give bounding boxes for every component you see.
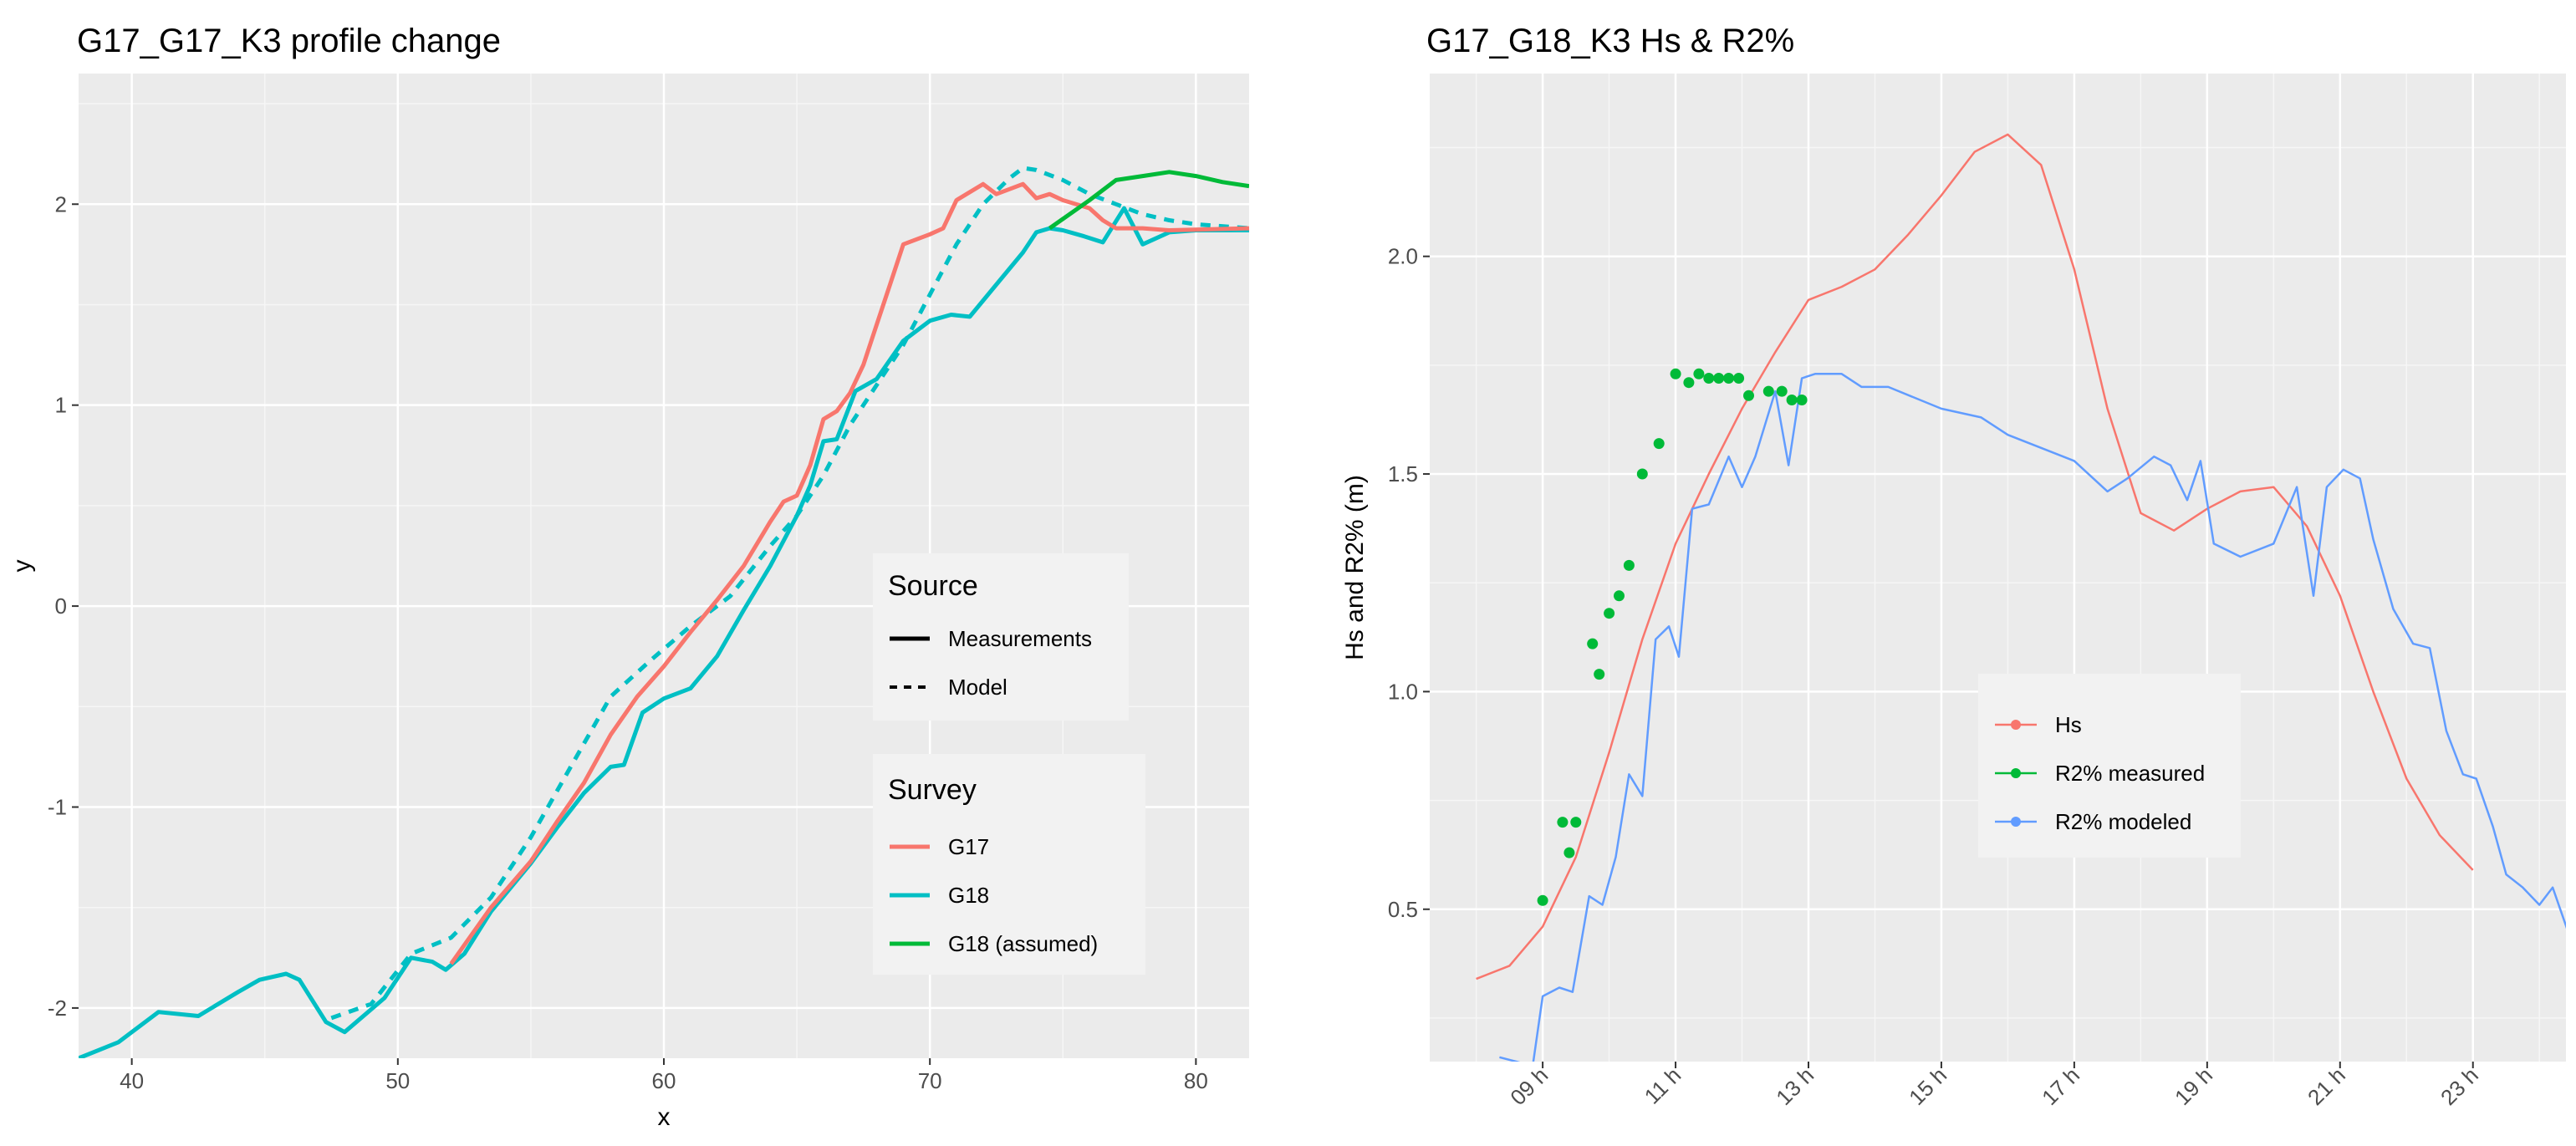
r2-measured-point xyxy=(1636,468,1648,480)
left-x-axis-label: x xyxy=(658,1103,671,1131)
legend-source: Source Measurements Model xyxy=(873,553,1129,721)
legend-r2-modeled-label: R2% modeled xyxy=(2055,809,2191,834)
left-y-tick-label: -2 xyxy=(48,996,67,1021)
legend-measurements-label: Measurements xyxy=(948,626,1092,651)
series-line-hs xyxy=(1476,133,2474,980)
series-line-r2-modeled xyxy=(1499,373,2566,1062)
left-x-tick-label: 70 xyxy=(918,1068,942,1093)
left-chart-title: G17_G17_K3 profile change xyxy=(77,23,501,59)
left-y-tick-label: 0 xyxy=(55,593,67,619)
r2-measured-point xyxy=(1733,373,1745,384)
r2-measured-point xyxy=(1786,395,1798,405)
right-plot-background xyxy=(1430,74,2566,1062)
left-panel: G17_G17_K3 profile change 40 50 60 70 80 -2 -1… xyxy=(8,23,1249,1131)
r2-measured-point xyxy=(1743,390,1754,401)
r2-measured-point xyxy=(1723,373,1735,384)
right-x-tick-label: 23 h xyxy=(2436,1062,2483,1110)
right-y-tick-label: 0.5 xyxy=(1388,897,1418,922)
left-y-tick-label: 1 xyxy=(55,393,67,418)
r2-measured-point xyxy=(1670,368,1681,379)
right-y-tick-label: 1.5 xyxy=(1388,461,1418,486)
left-y-tick-label: -1 xyxy=(48,794,67,819)
left-x-tick-label: 60 xyxy=(652,1068,676,1093)
left-ticks: 40 50 60 70 80 -2 -1 0 1 2 xyxy=(48,191,1208,1093)
legend-g18-label: G18 xyxy=(948,883,989,908)
left-x-tick-label: 40 xyxy=(120,1068,144,1093)
right-lines xyxy=(1476,133,2566,1062)
left-y-tick-label: 2 xyxy=(55,191,67,216)
legend-g17-label: G17 xyxy=(948,834,989,859)
legend-survey: Survey G17 G18 G18 (assumed) xyxy=(873,754,1145,975)
legend-model-label: Model xyxy=(948,675,1007,700)
r2-measured-point xyxy=(1563,847,1575,858)
r2-measured-point xyxy=(1703,373,1715,384)
r2-measured-point xyxy=(1587,638,1599,649)
r2-measured-point xyxy=(1557,817,1569,828)
left-y-axis-label: y xyxy=(8,560,36,573)
right-y-tick-label: 1.0 xyxy=(1388,679,1418,704)
legend-survey-title: Survey xyxy=(888,774,977,806)
right-x-tick-label: 15 h xyxy=(1904,1062,1951,1110)
legend-g18-assumed-label: G18 (assumed) xyxy=(948,931,1098,956)
r2-measured-point xyxy=(1623,559,1635,571)
legend-hs-label: Hs xyxy=(2055,712,2082,737)
legend-right: Hs R2% measured R2% modeled xyxy=(1978,674,2241,858)
r2-measured-point xyxy=(1776,385,1788,397)
right-x-tick-label: 13 h xyxy=(1771,1062,1819,1110)
left-x-tick-label: 50 xyxy=(385,1068,410,1093)
left-grid xyxy=(79,74,1249,1058)
r2-measured-point xyxy=(1762,385,1774,397)
legend-r2-measured-label: R2% measured xyxy=(2055,761,2205,786)
left-x-tick-label: 80 xyxy=(1184,1068,1208,1093)
r2-measured-point xyxy=(1683,377,1695,389)
right-x-tick-label: 09 h xyxy=(1505,1062,1553,1110)
legend-r2-measured-key xyxy=(2011,768,2021,778)
right-y-axis-label: Hs and R2% (m) xyxy=(1341,475,1369,660)
series-line-g18-assumed-measured xyxy=(1048,170,1249,231)
r2-measured-point xyxy=(1614,590,1625,602)
right-x-tick-label: 21 h xyxy=(2303,1062,2350,1110)
r2-measured-point xyxy=(1796,395,1808,405)
r2-measured-point xyxy=(1653,438,1665,450)
right-x-tick-label: 19 h xyxy=(2170,1062,2217,1110)
r2-measured-point xyxy=(1604,608,1615,619)
r2-measured-point xyxy=(1570,817,1582,828)
legend-source-title: Source xyxy=(888,570,978,602)
right-panel: G17_G18_K3 Hs & R2% 09 h 11 h 13 h 15 h 17 h… xyxy=(1341,23,2566,1110)
right-chart-title: G17_G18_K3 Hs & R2% xyxy=(1426,23,1794,59)
right-x-tick-label: 11 h xyxy=(1640,1062,1686,1109)
series-line-g17-measured xyxy=(449,181,1249,965)
r2-measured-point xyxy=(1537,894,1548,906)
right-y-tick-label: 2.0 xyxy=(1388,244,1418,269)
r2-measured-point xyxy=(1594,669,1605,680)
legend-r2-modeled-key xyxy=(2011,817,2021,827)
right-x-tick-label: 17 h xyxy=(2037,1062,2084,1110)
r2-measured-point xyxy=(1693,368,1705,379)
r2-measured-point xyxy=(1713,373,1725,384)
left-lines xyxy=(79,166,1249,1058)
legend-hs-key xyxy=(2011,720,2021,730)
series-line-g17-model xyxy=(330,166,1249,1021)
